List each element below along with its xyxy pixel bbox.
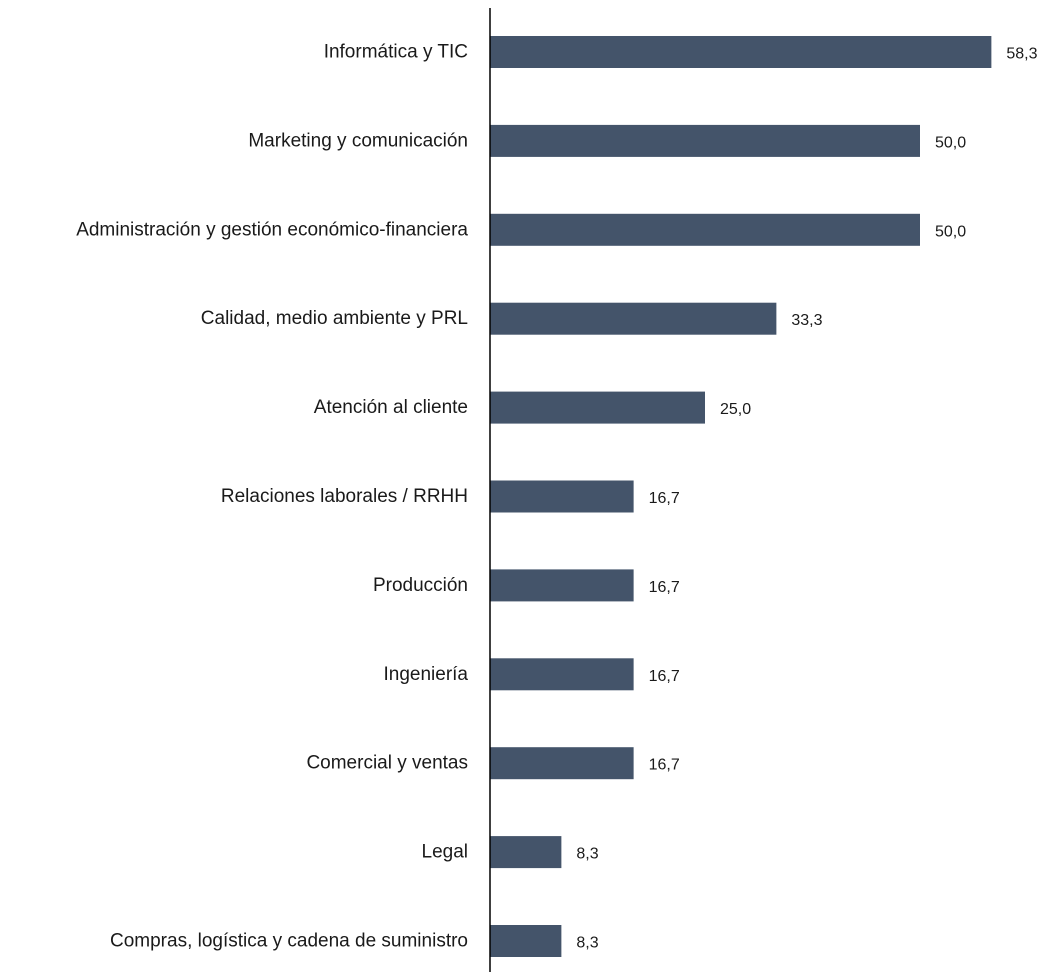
bar: [490, 213, 920, 246]
category-label: Compras, logística y cadena de suministr…: [110, 931, 468, 952]
value-label: 33,3: [791, 312, 822, 329]
category-label: Relaciones laborales / RRHH: [221, 486, 468, 507]
category-label: Administración y gestión económico-finan…: [76, 219, 468, 240]
value-label: 50,0: [935, 223, 966, 240]
value-label: 58,3: [1006, 46, 1037, 63]
bar: [490, 480, 634, 513]
bar: [490, 36, 992, 68]
category-label: Producción: [373, 575, 468, 596]
bar: [490, 836, 562, 869]
bar: [490, 124, 920, 157]
value-label: 8,3: [576, 935, 598, 952]
category-label: Ingeniería: [383, 664, 468, 685]
value-label: 16,7: [649, 757, 680, 774]
category-label: Comercial y ventas: [306, 753, 468, 774]
bar: [490, 658, 634, 691]
category-labels-group: Informática y TIC Marketing y comunicació…: [76, 42, 468, 952]
bar: [490, 925, 562, 957]
bars-group: [490, 36, 992, 957]
category-label: Legal: [422, 842, 469, 863]
bar: [490, 569, 634, 602]
category-label: Calidad, medio ambiente y PRL: [201, 308, 468, 329]
category-label: Marketing y comunicación: [248, 130, 468, 151]
value-label: 16,7: [649, 668, 680, 685]
category-label: Atención al cliente: [314, 397, 468, 418]
value-label: 25,0: [720, 401, 751, 418]
bar: [490, 302, 777, 335]
value-label: 16,7: [649, 490, 680, 507]
value-label: 50,0: [935, 134, 966, 151]
value-labels-group: 58,3 50,0 50,0 33,3 25,0 16,7 16,7 16,7 16,7 8,3 8…: [576, 46, 1037, 952]
value-label: 16,7: [649, 579, 680, 596]
value-label: 8,3: [576, 846, 598, 863]
bar: [490, 391, 705, 424]
category-label: Informática y TIC: [324, 42, 468, 63]
bar: [490, 747, 634, 780]
